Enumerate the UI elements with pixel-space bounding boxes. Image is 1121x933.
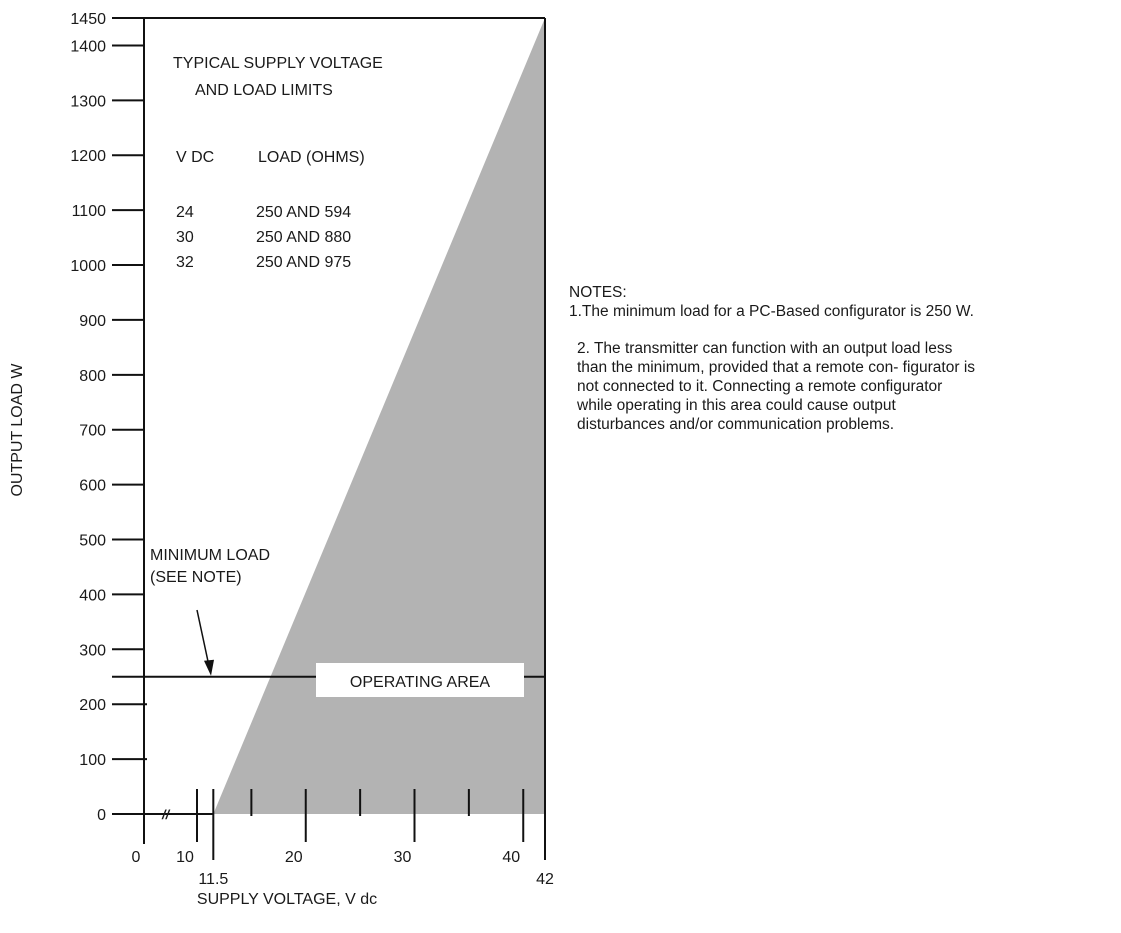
note-1: 1.The minimum load for a PC-Based config… <box>569 303 974 320</box>
x-tick-label-10: 10 <box>176 849 194 866</box>
minimum-load-arrow-head <box>204 659 214 676</box>
x-tick-label-0: 0 <box>132 849 141 866</box>
limits-row-3-load: 250 AND 975 <box>256 254 351 271</box>
operating-area-region <box>213 18 545 814</box>
limits-row-2-load: 250 AND 880 <box>256 229 351 246</box>
limits-header-vdc: V DC <box>176 149 214 166</box>
y-tick-label-0: 0 <box>97 807 106 824</box>
notes-block: NOTES: 1.The minimum load for a PC-Based… <box>569 283 1114 434</box>
minimum-load-label: MINIMUM LOAD (SEE NOTE) <box>150 547 270 586</box>
minimum-load-label-line-2: (SEE NOTE) <box>150 569 242 586</box>
y-tick-label-200: 200 <box>79 697 106 714</box>
y-tick-label-1100: 1100 <box>72 203 107 220</box>
x-tick-label-40: 40 <box>502 849 520 866</box>
y-tick-label-1200: 1200 <box>70 148 106 165</box>
x-axis-break-mark: // <box>161 807 171 822</box>
y-tick-label-800: 800 <box>79 368 106 385</box>
y-tick-label-1450: 1450 <box>70 11 106 28</box>
limits-header-load: LOAD (OHMS) <box>258 149 365 166</box>
y-tick-label-900: 900 <box>79 313 106 330</box>
notes-heading: NOTES: <box>569 284 627 301</box>
chart-title-line-1: TYPICAL SUPPLY VOLTAGE <box>173 55 383 72</box>
chart-title: TYPICAL SUPPLY VOLTAGE AND LOAD LIMITS <box>173 55 383 99</box>
y-tick-label-100: 100 <box>79 752 106 769</box>
chart-title-line-2: AND LOAD LIMITS <box>195 82 333 99</box>
limits-row-1-load: 250 AND 594 <box>256 204 351 221</box>
y-tick-label-1000: 1000 <box>70 258 106 275</box>
minimum-load-label-line-1: MINIMUM LOAD <box>150 547 270 564</box>
x-special-tick-label-42: 42 <box>536 871 554 888</box>
y-tick-label-300: 300 <box>79 642 106 659</box>
y-tick-label-600: 600 <box>79 478 106 495</box>
limits-row-3-vdc: 32 <box>176 254 194 271</box>
y-tick-label-700: 700 <box>79 423 106 440</box>
limits-row-1-vdc: 24 <box>176 204 194 221</box>
y-axis-title: OUTPUT LOAD W <box>9 363 26 497</box>
x-tick-label-20: 20 <box>285 849 303 866</box>
x-axis-title: SUPPLY VOLTAGE, V dc <box>197 891 377 908</box>
y-tick-label-400: 400 <box>79 587 106 604</box>
note-2: 2. The transmitter can function with an … <box>577 340 976 433</box>
y-tick-label-1400: 1400 <box>70 38 106 55</box>
y-tick-label-1300: 1300 <box>70 93 106 110</box>
x-special-tick-label-11-5: 11.5 <box>198 871 228 888</box>
operating-area-label: OPERATING AREA <box>350 674 491 691</box>
operating-area-label-box <box>316 663 524 697</box>
limits-row-2-vdc: 30 <box>176 229 194 246</box>
y-tick-label-500: 500 <box>79 533 106 550</box>
x-tick-label-30: 30 <box>394 849 412 866</box>
